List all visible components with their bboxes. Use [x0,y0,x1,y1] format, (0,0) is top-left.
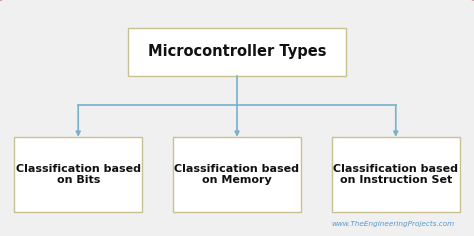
FancyBboxPatch shape [14,137,142,212]
Text: Microcontroller Types: Microcontroller Types [148,44,326,59]
FancyBboxPatch shape [173,137,301,212]
Text: Classification based
on Instruction Set: Classification based on Instruction Set [333,164,458,185]
FancyBboxPatch shape [332,137,460,212]
Text: Classification based
on Bits: Classification based on Bits [16,164,141,185]
Text: Classification based
on Memory: Classification based on Memory [174,164,300,185]
FancyBboxPatch shape [128,28,346,76]
Text: www.TheEngineeringProjects.com: www.TheEngineeringProjects.com [332,220,455,227]
